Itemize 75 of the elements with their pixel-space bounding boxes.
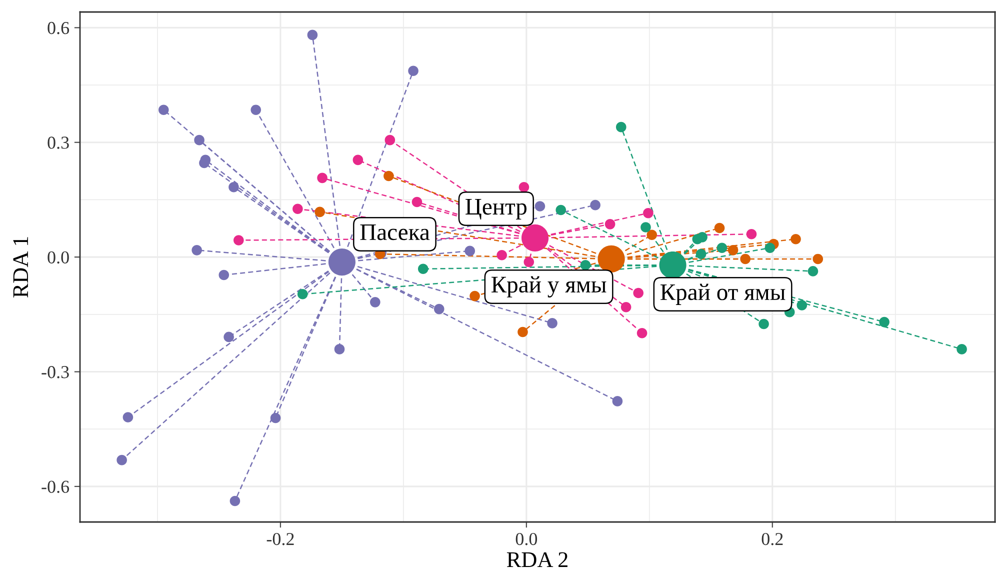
point: [764, 242, 776, 254]
point: [307, 30, 318, 40]
point: [646, 230, 658, 240]
point: [728, 245, 738, 256]
point: [234, 235, 244, 246]
point: [334, 344, 345, 354]
point: [418, 264, 428, 274]
point: [612, 396, 623, 406]
point: [524, 256, 534, 268]
x-tick-label: -0.2: [266, 532, 294, 546]
point: [230, 496, 240, 506]
point: [384, 134, 396, 146]
point: [228, 182, 239, 192]
point: [758, 318, 769, 330]
annotation: Пасека: [360, 224, 430, 240]
point: [297, 288, 308, 300]
point: [590, 200, 600, 210]
point: [556, 204, 566, 216]
point: [192, 245, 202, 256]
point: [158, 104, 169, 116]
point: [740, 254, 750, 264]
point: [643, 208, 654, 218]
point: [518, 326, 528, 338]
point: [408, 66, 418, 76]
point: [470, 290, 480, 302]
point: [697, 232, 708, 242]
point: [547, 318, 558, 328]
point: [696, 248, 706, 260]
y-tick-label: 0.0: [48, 251, 69, 264]
point: [616, 122, 626, 132]
y-tick-label: -0.3: [42, 366, 69, 378]
point: [412, 196, 422, 208]
point: [270, 412, 281, 424]
y-tick-label: 0.3: [48, 136, 69, 149]
point: [122, 412, 134, 422]
point: [314, 206, 325, 218]
point: [808, 266, 818, 276]
y-tick-label: -0.6: [42, 480, 70, 493]
point: [434, 304, 444, 314]
point: [370, 297, 380, 308]
point: [518, 182, 530, 192]
point: [534, 201, 546, 212]
point: [633, 288, 644, 298]
x-tick-label: 0.0: [516, 532, 538, 546]
annotation: Центр: [466, 198, 527, 220]
point: [716, 242, 728, 254]
annotation: Край у ямы: [491, 276, 606, 298]
point: [636, 328, 648, 338]
x-tick-label: 0.2: [762, 532, 783, 546]
point: [352, 154, 364, 166]
point: [496, 250, 507, 260]
point: [250, 104, 262, 116]
y-tick-label: 0.6: [48, 22, 70, 34]
point: [116, 454, 127, 466]
point: [317, 172, 328, 184]
point: [604, 219, 616, 230]
y-axis-title: RDA 1: [13, 237, 28, 298]
point: [464, 246, 476, 256]
point: [224, 332, 234, 342]
point: [790, 234, 801, 244]
point: [746, 228, 757, 240]
point: [714, 222, 725, 234]
point: [620, 302, 632, 312]
point: [218, 270, 230, 280]
point: [292, 204, 303, 214]
x-axis-title: RDA 2: [506, 552, 568, 568]
point: [580, 260, 591, 270]
point: [384, 170, 394, 182]
point: [796, 300, 808, 310]
point: [194, 134, 204, 146]
annotation: Край от ямы: [660, 284, 786, 305]
point: [879, 316, 890, 328]
point: [812, 254, 824, 264]
point: [640, 222, 651, 232]
point: [956, 344, 967, 354]
